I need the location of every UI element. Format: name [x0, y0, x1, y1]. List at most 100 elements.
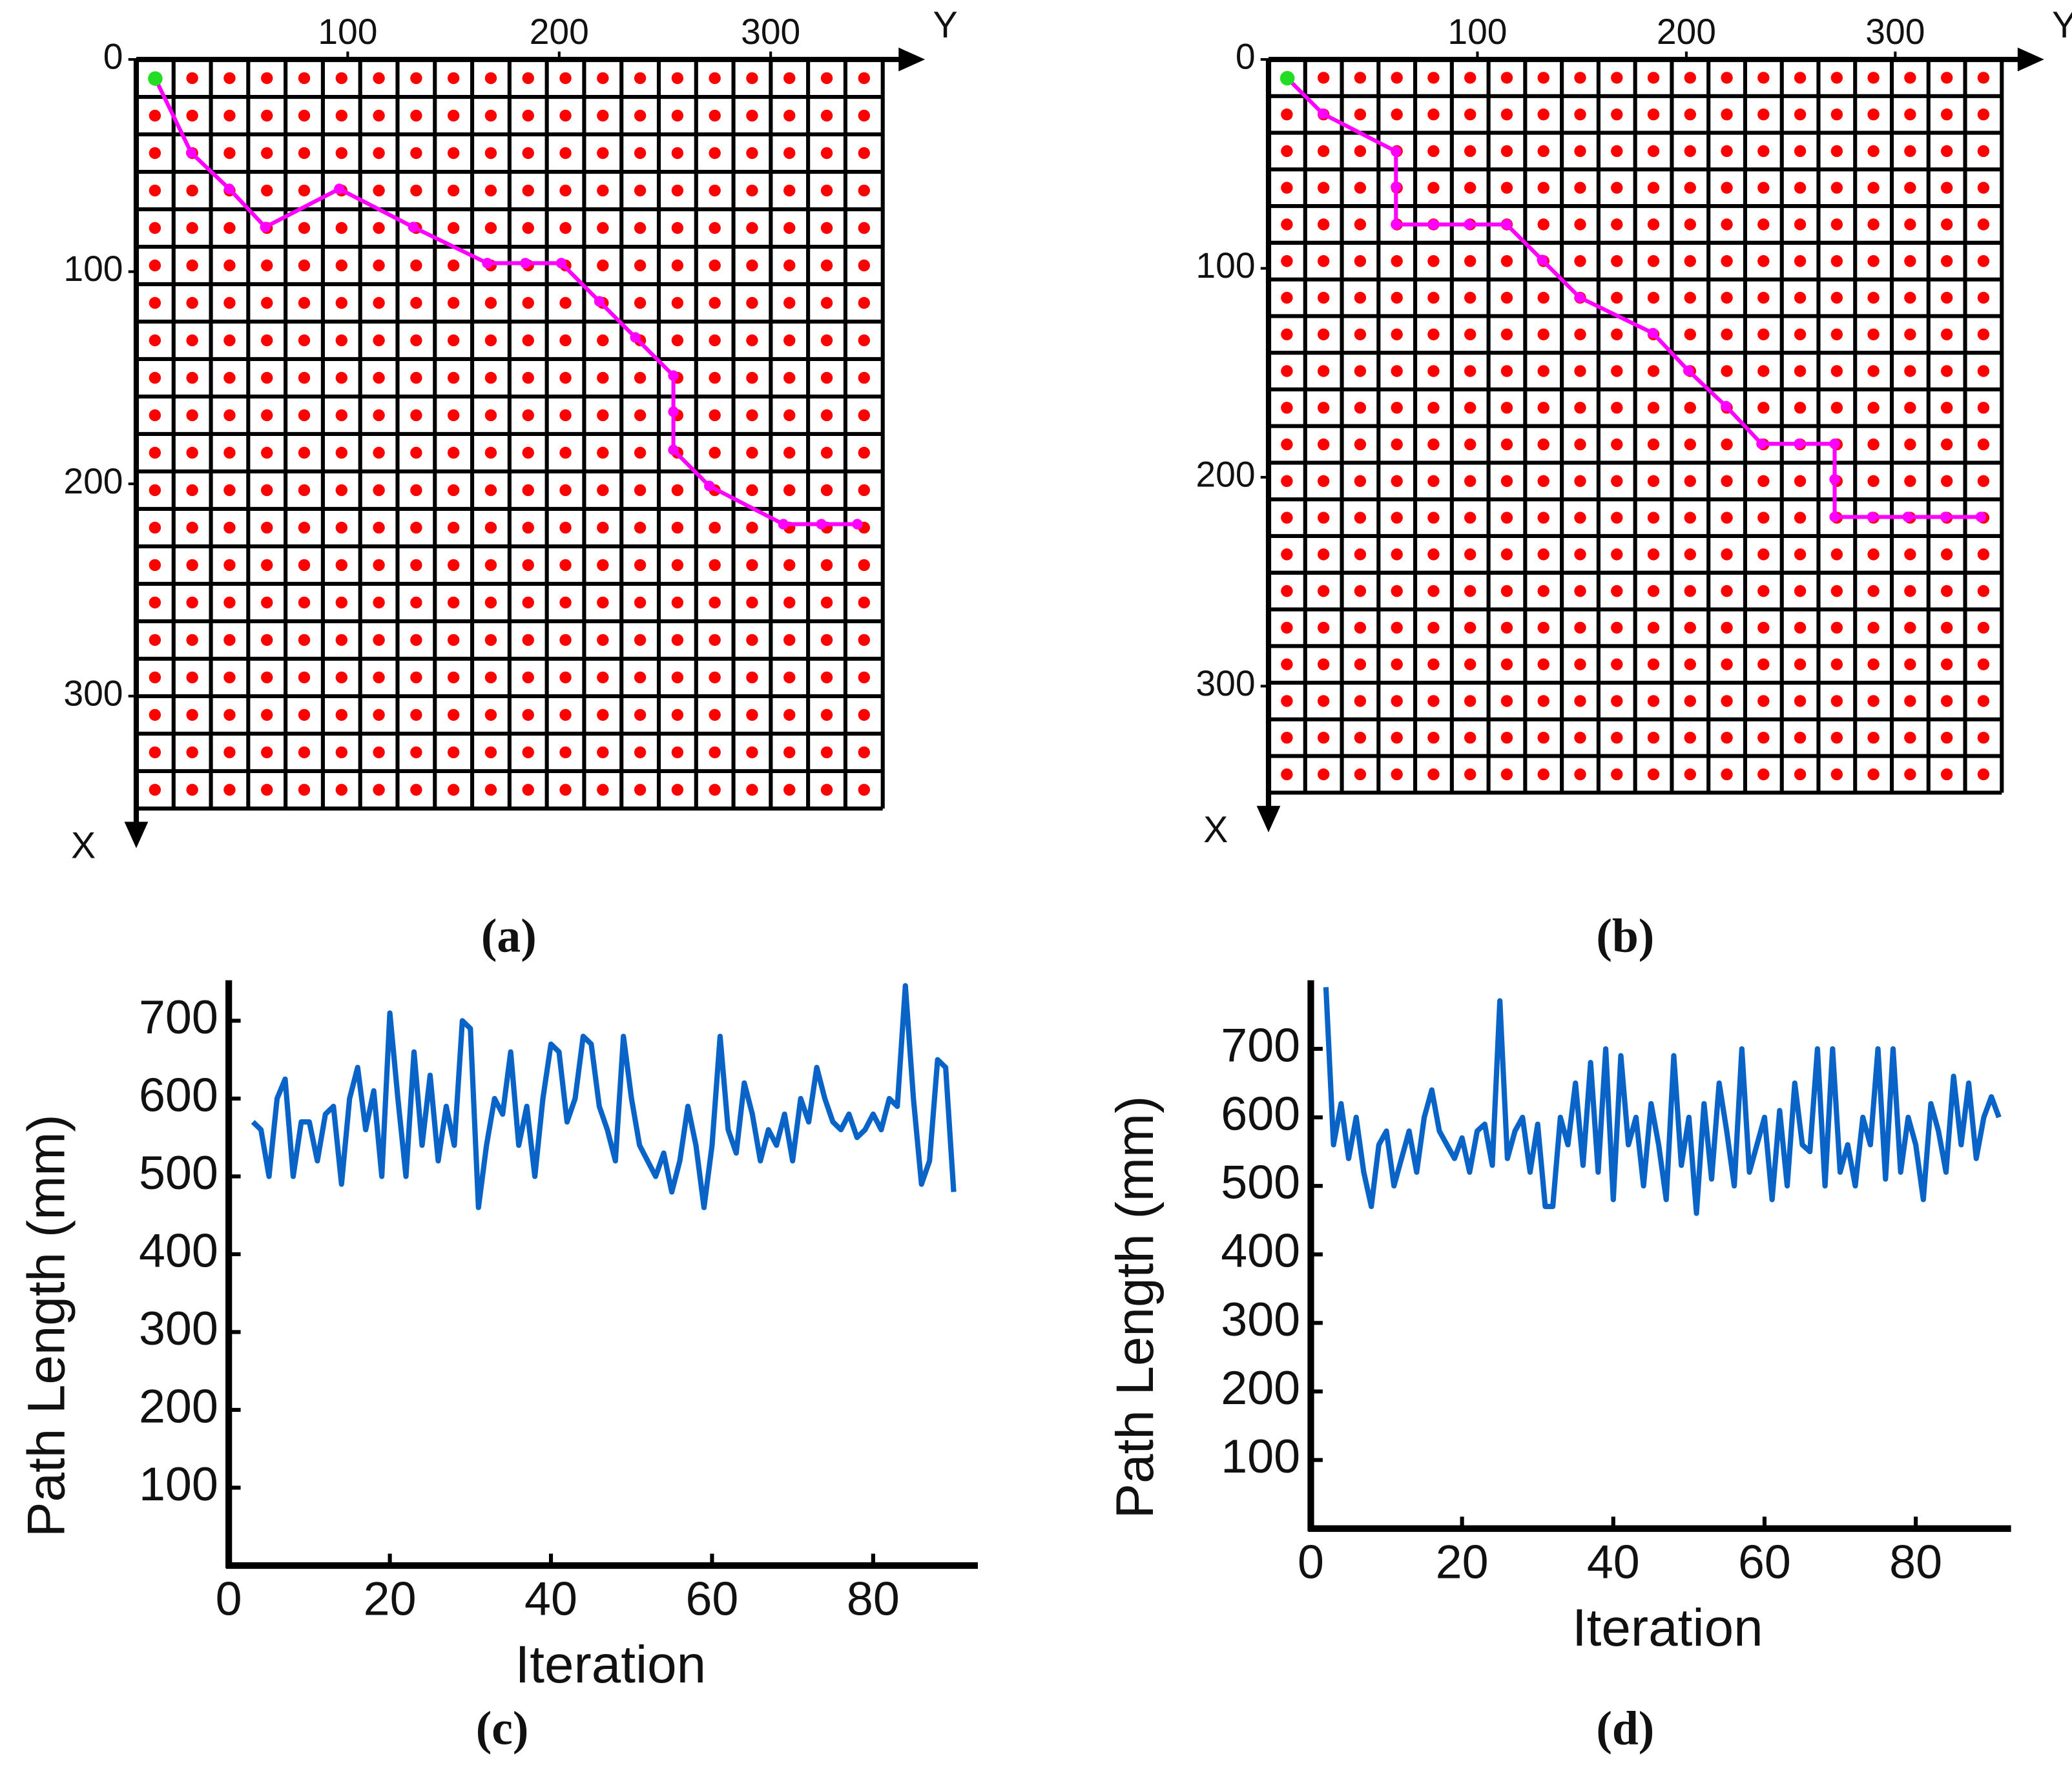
node: [783, 634, 796, 647]
path-point: [1464, 219, 1475, 230]
node: [1684, 584, 1697, 597]
node: [1281, 548, 1293, 561]
node: [1940, 255, 1953, 267]
path-point: [1940, 512, 1951, 522]
node: [1721, 695, 1733, 707]
node: [671, 184, 684, 197]
node: [1684, 621, 1697, 634]
node: [1427, 548, 1440, 561]
node: [1904, 768, 1916, 781]
node: [1647, 621, 1660, 634]
arrow-head: [1256, 805, 1281, 833]
node: [1757, 181, 1770, 194]
node: [298, 559, 311, 572]
node: [1574, 365, 1586, 377]
node: [1757, 621, 1770, 634]
node: [447, 521, 460, 534]
node: [1427, 475, 1440, 488]
y-tick-label: 100: [63, 249, 123, 289]
node: [559, 521, 572, 534]
node: [522, 446, 534, 459]
node: [1427, 402, 1440, 414]
node: [447, 371, 460, 384]
node: [1281, 658, 1293, 670]
node: [783, 709, 796, 721]
node: [186, 334, 198, 347]
path-point: [555, 258, 567, 269]
node: [298, 184, 311, 197]
node: [298, 634, 311, 647]
node: [1464, 621, 1476, 634]
node: [1427, 72, 1440, 84]
node: [298, 671, 311, 684]
node: [597, 559, 609, 572]
node: [1977, 365, 1990, 377]
node: [1684, 145, 1697, 158]
node: [1867, 291, 1880, 304]
node: [1537, 695, 1549, 707]
node: [522, 709, 534, 721]
node: [597, 709, 609, 721]
node: [298, 371, 311, 384]
node: [1647, 402, 1660, 414]
node: [1757, 218, 1770, 231]
node: [559, 746, 572, 759]
node: [1354, 291, 1367, 304]
node: [447, 559, 460, 572]
x-tick-label: 100: [318, 12, 377, 52]
node: [1500, 731, 1513, 744]
node: [597, 446, 609, 459]
node: [1574, 181, 1586, 194]
node: [522, 409, 534, 422]
node: [1867, 328, 1880, 340]
node: [783, 746, 796, 759]
node: [1317, 548, 1330, 561]
node: [1317, 145, 1330, 158]
node: [484, 72, 497, 85]
node: [820, 746, 833, 759]
node: [671, 296, 684, 309]
node: [1317, 658, 1330, 670]
node: [1427, 108, 1440, 121]
y-tick-label: 300: [1196, 663, 1255, 703]
node: [1391, 512, 1403, 524]
node: [149, 409, 161, 422]
node: [1940, 291, 1953, 304]
node: [186, 709, 198, 721]
node: [1867, 731, 1880, 744]
node: [186, 671, 198, 684]
path-point: [482, 258, 493, 269]
node: [1647, 365, 1660, 377]
node: [1574, 145, 1586, 158]
node: [1977, 768, 1990, 781]
node: [1977, 402, 1990, 414]
node: [149, 671, 161, 684]
node: [1611, 328, 1623, 340]
node: [1684, 438, 1697, 451]
node: [1977, 72, 1990, 84]
node: [597, 184, 609, 197]
arrow-head: [2017, 47, 2044, 72]
node: [261, 184, 273, 197]
path-point: [520, 258, 531, 269]
node: [522, 596, 534, 609]
node: [373, 296, 385, 309]
node: [1684, 402, 1697, 414]
node: [820, 72, 833, 85]
node: [410, 671, 422, 684]
node: [1427, 255, 1440, 267]
node: [1537, 218, 1549, 231]
node: [783, 559, 796, 572]
node: [1281, 218, 1293, 231]
node: [746, 109, 758, 122]
node: [1757, 475, 1770, 488]
node: [559, 709, 572, 721]
node: [1757, 731, 1770, 744]
node: [1830, 181, 1843, 194]
node: [1611, 108, 1623, 121]
node: [1537, 438, 1549, 451]
node: [1574, 695, 1586, 707]
node: [709, 371, 721, 384]
node: [261, 72, 273, 85]
node: [373, 184, 385, 197]
